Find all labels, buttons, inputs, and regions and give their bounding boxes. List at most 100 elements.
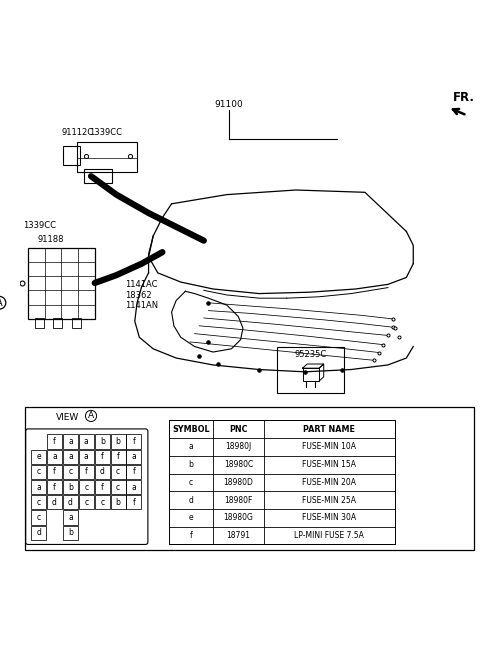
Text: f: f: [101, 483, 104, 492]
Bar: [63, 525, 78, 540]
Bar: [35, 318, 44, 328]
Text: PNC: PNC: [229, 425, 248, 433]
Text: f: f: [101, 452, 104, 461]
Text: PART NAME: PART NAME: [303, 425, 355, 433]
Bar: [126, 465, 142, 479]
Text: c: c: [100, 498, 104, 507]
Text: LP-MINI FUSE 7.5A: LP-MINI FUSE 7.5A: [294, 531, 364, 540]
Bar: [126, 495, 142, 509]
Bar: [79, 495, 94, 509]
Bar: [63, 480, 78, 494]
Bar: [63, 146, 80, 165]
Text: 18980D: 18980D: [223, 478, 253, 487]
Text: b: b: [68, 528, 73, 537]
Bar: [72, 318, 81, 328]
Bar: [110, 480, 126, 494]
Text: a: a: [36, 483, 41, 492]
Bar: [63, 495, 78, 509]
Text: a: a: [132, 452, 136, 461]
Bar: [47, 480, 62, 494]
Text: 1339CC: 1339CC: [89, 128, 122, 137]
Bar: [126, 450, 142, 464]
Text: a: a: [68, 437, 73, 446]
Text: VIEW: VIEW: [56, 413, 80, 422]
Bar: [53, 318, 62, 328]
Bar: [126, 434, 142, 449]
Text: a: a: [68, 452, 73, 461]
Text: f: f: [53, 483, 56, 492]
Bar: [95, 465, 109, 479]
Text: c: c: [116, 483, 120, 492]
Text: c: c: [84, 483, 88, 492]
Text: FUSE-MIN 15A: FUSE-MIN 15A: [302, 460, 356, 469]
Text: 91112C: 91112C: [61, 128, 93, 137]
Text: a: a: [52, 452, 57, 461]
Text: FUSE-MIN 20A: FUSE-MIN 20A: [302, 478, 356, 487]
Text: c: c: [189, 478, 193, 487]
Text: A: A: [0, 298, 3, 308]
Text: f: f: [85, 467, 88, 476]
Bar: [47, 434, 62, 449]
Text: a: a: [84, 452, 89, 461]
Text: A: A: [88, 411, 94, 421]
Text: a: a: [68, 513, 73, 522]
Text: c: c: [36, 467, 41, 476]
Text: 18980J: 18980J: [225, 443, 252, 452]
Text: b: b: [189, 460, 193, 469]
Bar: [47, 465, 62, 479]
Text: c: c: [68, 467, 72, 476]
Text: b: b: [116, 498, 120, 507]
Bar: [31, 465, 46, 479]
Text: f: f: [53, 467, 56, 476]
Text: f: f: [53, 437, 56, 446]
Text: d: d: [189, 496, 193, 505]
Text: b: b: [68, 483, 73, 492]
Bar: [28, 248, 95, 319]
Text: 95235C: 95235C: [295, 350, 327, 358]
Text: FUSE-MIN 30A: FUSE-MIN 30A: [302, 513, 356, 522]
Bar: [31, 450, 46, 464]
Bar: [84, 170, 112, 183]
Text: f: f: [117, 452, 120, 461]
Bar: [302, 368, 319, 381]
Bar: [110, 465, 126, 479]
Bar: [169, 421, 395, 545]
Text: 91100: 91100: [215, 100, 243, 109]
Text: 18980G: 18980G: [223, 513, 253, 522]
Bar: [31, 510, 46, 525]
Text: d: d: [36, 528, 41, 537]
Text: f: f: [132, 437, 135, 446]
Text: 18980F: 18980F: [224, 496, 252, 505]
Bar: [31, 525, 46, 540]
Bar: [31, 495, 46, 509]
Bar: [79, 480, 94, 494]
Bar: [25, 407, 474, 550]
Text: 91188: 91188: [38, 235, 64, 244]
Bar: [31, 480, 46, 494]
Bar: [63, 450, 78, 464]
Text: 18980C: 18980C: [224, 460, 253, 469]
Text: 1141AC: 1141AC: [126, 280, 158, 289]
Text: c: c: [116, 467, 120, 476]
Bar: [95, 450, 109, 464]
Text: FUSE-MIN 25A: FUSE-MIN 25A: [302, 496, 356, 505]
Text: f: f: [132, 498, 135, 507]
Text: c: c: [36, 513, 41, 522]
Bar: [110, 495, 126, 509]
Text: FR.: FR.: [452, 91, 474, 104]
Text: c: c: [84, 498, 88, 507]
Bar: [63, 434, 78, 449]
Text: 18362: 18362: [126, 291, 152, 300]
Text: 1339CC: 1339CC: [24, 221, 56, 230]
Bar: [47, 450, 62, 464]
Bar: [95, 480, 109, 494]
Bar: [47, 495, 62, 509]
Text: 1141AN: 1141AN: [126, 301, 159, 310]
Text: c: c: [36, 498, 41, 507]
Bar: [95, 434, 109, 449]
Text: e: e: [189, 513, 193, 522]
Bar: [95, 495, 109, 509]
Text: 18791: 18791: [227, 531, 251, 540]
Bar: [63, 510, 78, 525]
Bar: [79, 434, 94, 449]
